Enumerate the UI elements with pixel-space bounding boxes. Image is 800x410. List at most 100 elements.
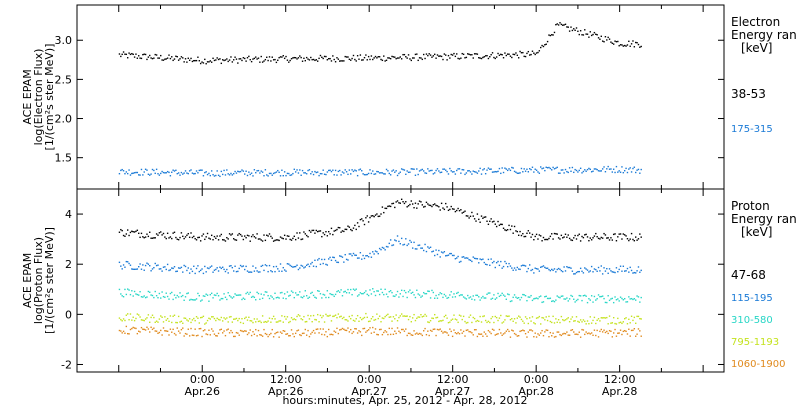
data-point	[235, 270, 238, 273]
data-point	[190, 327, 192, 330]
data-point	[545, 295, 547, 298]
data-point	[446, 206, 448, 208]
data-point	[612, 332, 615, 334]
data-point	[590, 239, 593, 241]
data-point	[341, 256, 344, 258]
data-point	[155, 54, 158, 56]
data-point	[537, 171, 539, 173]
data-point	[578, 270, 580, 273]
data-point	[396, 290, 399, 293]
data-point	[208, 317, 210, 320]
data-point	[593, 295, 596, 298]
data-point	[339, 169, 341, 172]
data-point	[429, 204, 432, 207]
data-point	[217, 295, 220, 297]
data-point	[377, 290, 379, 292]
data-point	[345, 56, 348, 58]
data-point	[611, 271, 614, 273]
data-point	[640, 45, 642, 48]
data-point	[179, 321, 181, 323]
data-point	[270, 60, 272, 62]
data-point	[429, 297, 432, 299]
data-point	[221, 266, 224, 268]
data-point	[322, 293, 324, 296]
data-point	[511, 329, 513, 331]
data-point	[626, 44, 629, 46]
data-point	[333, 256, 335, 259]
data-point	[465, 215, 468, 217]
data-point	[162, 327, 165, 329]
data-point	[458, 294, 461, 297]
data-point	[125, 171, 128, 173]
data-point	[172, 315, 174, 318]
data-point	[316, 313, 319, 316]
data-point	[436, 205, 439, 207]
data-point	[372, 170, 374, 172]
data-point	[150, 237, 152, 239]
data-point	[347, 320, 349, 322]
data-point	[239, 170, 242, 173]
data-point	[268, 56, 271, 58]
data-point	[339, 291, 341, 293]
data-point	[574, 29, 576, 32]
data-point	[241, 235, 243, 237]
data-point	[411, 317, 414, 319]
data-point	[424, 293, 426, 295]
data-point	[389, 316, 392, 318]
data-point	[438, 329, 440, 331]
data-point	[365, 255, 367, 257]
data-point	[150, 316, 152, 319]
data-point	[494, 315, 496, 318]
data-point	[429, 246, 432, 248]
series-795-1193	[118, 312, 642, 325]
data-point	[462, 211, 465, 213]
data-point	[279, 175, 282, 177]
data-point	[575, 169, 578, 172]
data-point	[270, 270, 272, 272]
data-point	[230, 329, 232, 332]
data-point	[416, 207, 418, 209]
data-point	[535, 267, 538, 270]
data-point	[456, 53, 458, 55]
data-point	[629, 45, 631, 47]
data-point	[299, 232, 301, 234]
data-point	[398, 316, 400, 319]
data-point	[264, 169, 267, 171]
data-point	[551, 335, 553, 337]
data-point	[147, 314, 150, 316]
data-point	[304, 266, 306, 268]
data-point	[267, 294, 269, 297]
data-point	[472, 295, 474, 297]
data-point	[504, 332, 506, 334]
data-point	[570, 239, 572, 241]
data-point	[564, 319, 567, 321]
data-point	[588, 167, 590, 170]
data-point	[402, 295, 404, 298]
data-point	[599, 38, 601, 40]
data-point	[235, 172, 238, 174]
data-point	[177, 296, 180, 298]
data-point	[135, 327, 137, 330]
data-point	[121, 332, 123, 334]
data-point	[564, 298, 567, 300]
data-point	[164, 316, 166, 318]
data-point	[319, 172, 322, 175]
data-point	[584, 333, 586, 336]
data-point	[418, 244, 421, 246]
data-point	[469, 171, 472, 173]
data-point	[157, 264, 159, 266]
data-point	[597, 294, 600, 296]
data-point	[202, 62, 205, 64]
data-point	[250, 172, 253, 174]
data-point	[478, 56, 480, 59]
data-point	[292, 318, 294, 321]
data-point	[443, 208, 446, 211]
data-point	[138, 232, 140, 235]
x-tick-label-date: Apr.27	[435, 385, 471, 398]
data-point	[394, 206, 396, 209]
data-point	[394, 171, 396, 173]
data-point	[234, 239, 236, 241]
data-point	[330, 333, 333, 336]
data-point	[398, 330, 400, 333]
